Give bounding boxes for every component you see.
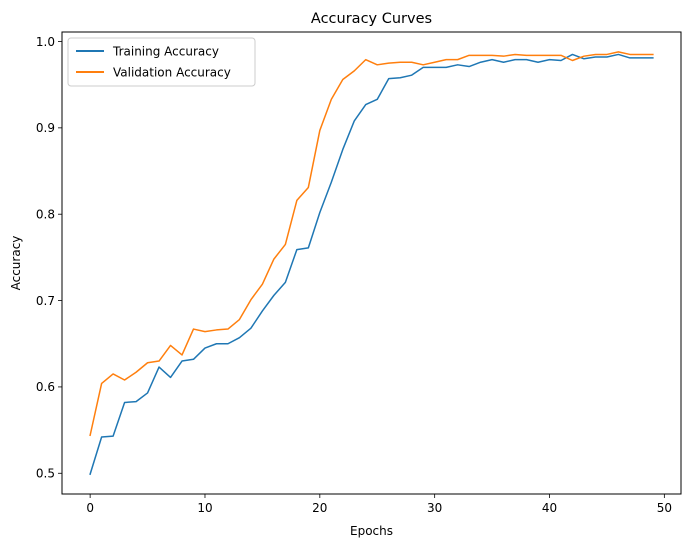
y-axis-label: Accuracy: [9, 236, 23, 291]
y-tick-label: 0.7: [36, 294, 55, 308]
x-tick-label: 0: [86, 501, 94, 515]
x-tick-label: 20: [312, 501, 327, 515]
legend-training-label: Training Accuracy: [112, 45, 219, 59]
legend-box: [67, 37, 256, 87]
x-tick-label: 30: [427, 501, 442, 515]
y-tick-label: 1.0: [36, 35, 55, 49]
legend: Training Accuracy Validation Accuracy: [67, 37, 256, 87]
y-tick-label: 0.8: [36, 208, 55, 222]
axes-frame: [61, 31, 682, 495]
training-accuracy-line: [89, 53, 654, 476]
y-axis: 0.5 0.6 0.7 0.8 0.9 1.0: [36, 35, 62, 481]
x-axis-label: Epochs: [350, 524, 393, 538]
validation-accuracy-line: [89, 51, 654, 437]
y-tick-label: 0.6: [36, 380, 55, 394]
legend-validation-label: Validation Accuracy: [113, 66, 231, 80]
plot-area: [89, 51, 654, 476]
x-axis: 0 10 20 30 40 50: [86, 494, 672, 515]
x-tick-label: 40: [542, 501, 557, 515]
x-tick-label: 10: [197, 501, 212, 515]
y-tick-label: 0.5: [36, 467, 55, 481]
y-tick-label: 0.9: [36, 121, 55, 135]
chart-title: Accuracy Curves: [311, 11, 432, 27]
x-tick-label: 50: [657, 501, 672, 515]
